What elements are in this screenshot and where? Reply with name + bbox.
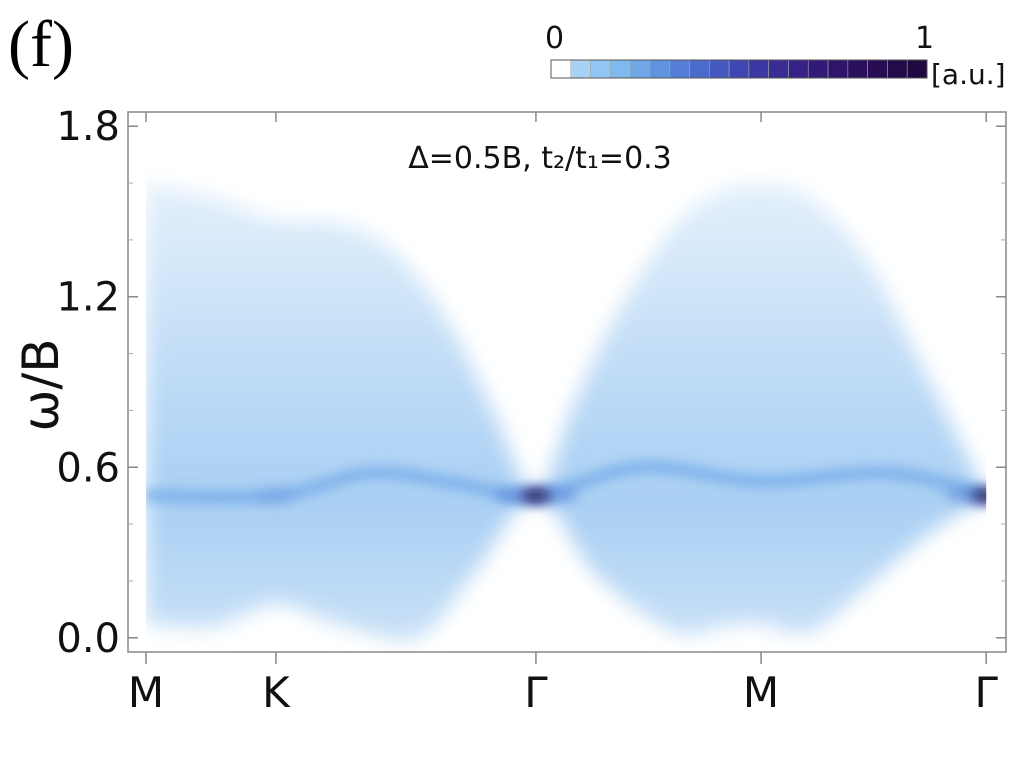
hotspot-core bbox=[972, 489, 987, 502]
y-tick-label: 1.2 bbox=[56, 275, 120, 321]
colorbar-swatch bbox=[649, 59, 671, 79]
continuum-region bbox=[146, 182, 987, 640]
colorbar-unit-label: [a.u.] bbox=[931, 58, 1006, 91]
plot-frame bbox=[127, 111, 1007, 653]
plot-area bbox=[146, 182, 987, 640]
colorbar-swatch bbox=[610, 59, 631, 79]
colorbar-swatch bbox=[788, 59, 809, 79]
hotspot-glow bbox=[945, 485, 987, 506]
colorbar-swatch bbox=[887, 59, 908, 79]
y-tick-label: 0.0 bbox=[56, 616, 120, 662]
colorbar-min-label: 0 bbox=[545, 21, 564, 56]
colorbar-swatch bbox=[867, 59, 888, 79]
y-tick-label: 0.6 bbox=[56, 445, 120, 491]
panel-label: (f) bbox=[8, 8, 74, 81]
y-axis-label: ω/B bbox=[12, 338, 70, 431]
colorbar-swatch bbox=[550, 59, 572, 79]
parameter-annotation: Δ=0.5B, t₂/t₁=0.3 bbox=[408, 141, 672, 176]
colorbar-swatch bbox=[689, 59, 710, 79]
colorbar-swatch bbox=[629, 59, 651, 79]
x-tick-label: Γ bbox=[974, 668, 998, 717]
colorbar-swatch bbox=[709, 59, 730, 79]
colorbar-swatch bbox=[728, 59, 750, 79]
colorbar-swatch bbox=[807, 59, 829, 79]
colorbar bbox=[550, 59, 928, 79]
colorbar-swatch bbox=[570, 59, 591, 79]
y-tick-label: 1.8 bbox=[56, 104, 120, 150]
colorbar-swatch bbox=[847, 59, 868, 79]
x-tick-label: M bbox=[128, 668, 164, 717]
x-tick-label: M bbox=[743, 668, 779, 717]
colorbar-swatch bbox=[906, 59, 928, 79]
hotspot-glow bbox=[256, 485, 296, 506]
x-tick-label: K bbox=[262, 668, 291, 717]
colorbar-border bbox=[550, 59, 928, 79]
colorbar-swatch bbox=[590, 59, 611, 79]
hotspot-core bbox=[521, 489, 550, 502]
colorbar-swatch bbox=[669, 59, 690, 79]
x-tick-label: Γ bbox=[524, 668, 548, 717]
intensity-layer bbox=[146, 182, 987, 640]
colorbar-swatch bbox=[768, 59, 789, 79]
colorbar-max-label: 1 bbox=[915, 21, 934, 56]
colorbar-swatch bbox=[827, 59, 849, 79]
axis-ticks: 0.0 0.6 1.2 1.8 M K Γ M Γ bbox=[56, 104, 1006, 717]
colorbar-swatch bbox=[748, 59, 769, 79]
